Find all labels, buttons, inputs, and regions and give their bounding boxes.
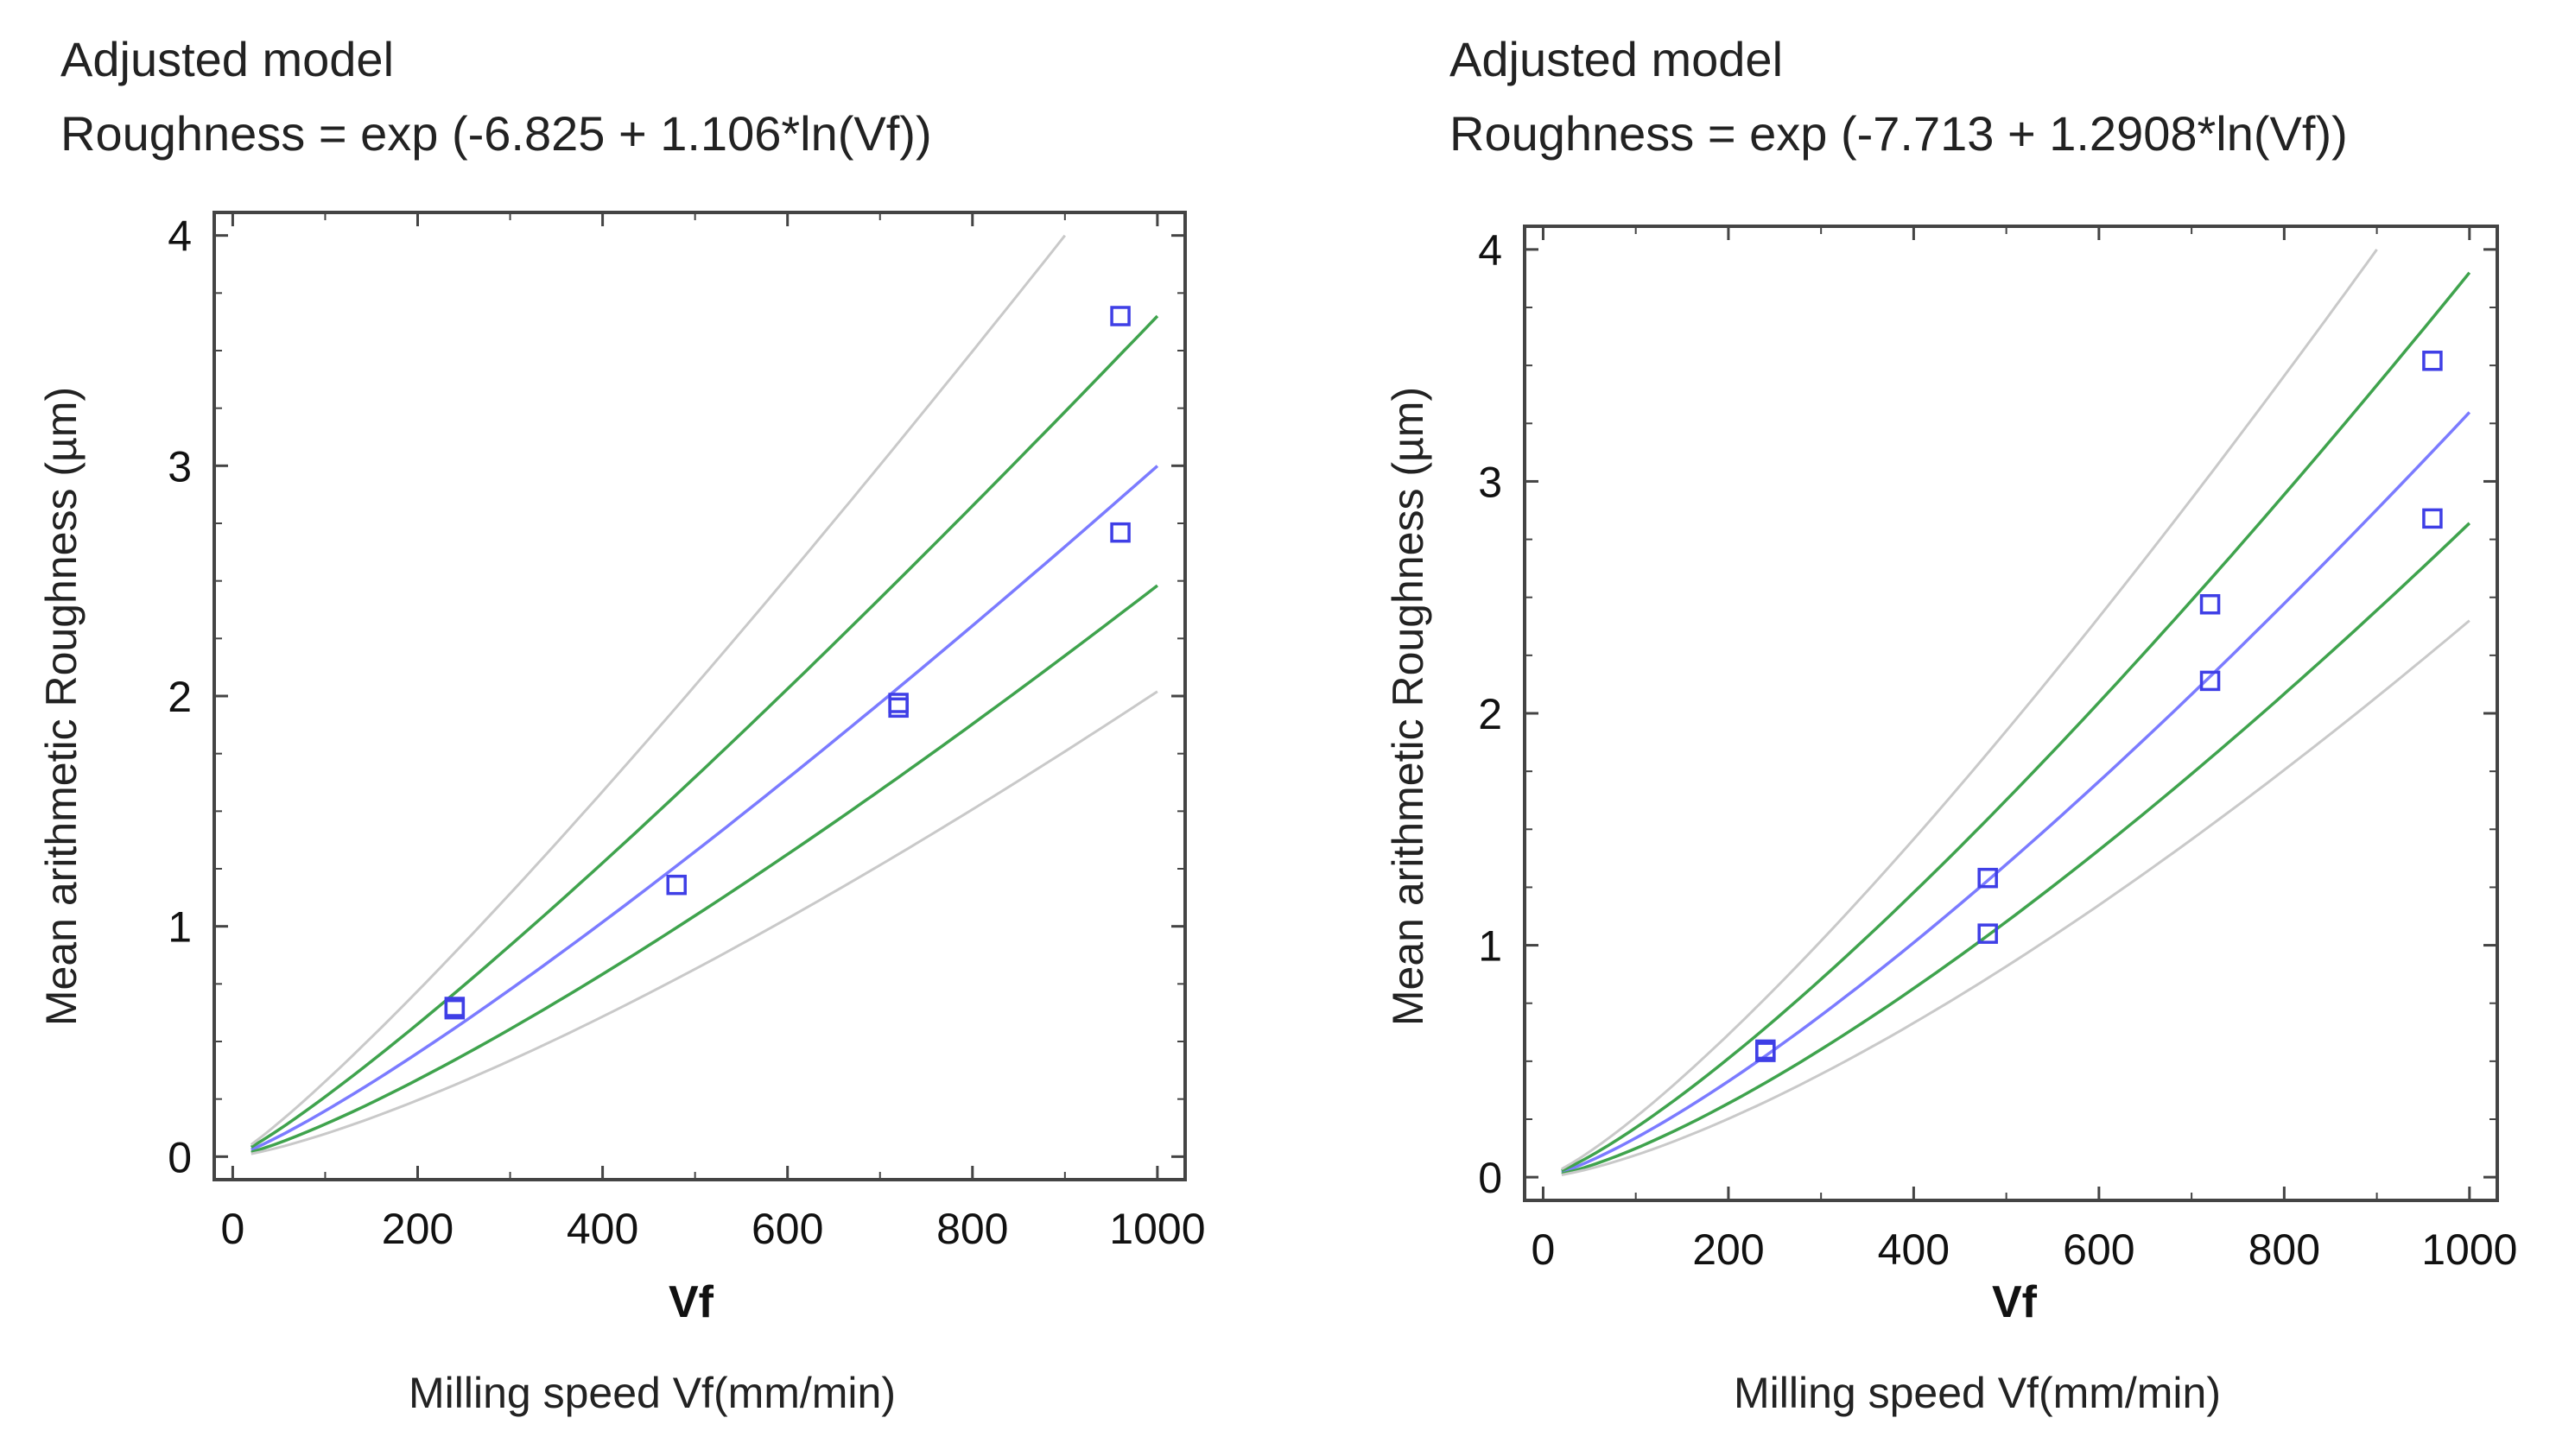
y-tick-label: 4 — [1478, 226, 1502, 275]
prediction-limit-line — [251, 690, 1158, 1155]
data-point — [1110, 306, 1131, 326]
confidence-limit-line — [1561, 271, 2471, 1173]
data-point — [1110, 522, 1131, 543]
chart-plot-left: 0 200 400 600 800 1000 0 1 2 3 4 Vf Milling speed … — [37, 211, 1206, 1417]
y-tick-label: 1 — [168, 903, 192, 952]
x-tick-label: 0 — [1532, 1225, 1556, 1274]
confidence-limit-line — [251, 584, 1158, 1154]
data-point — [888, 693, 909, 713]
plot-frame — [1523, 225, 2499, 1202]
data-point — [888, 697, 909, 719]
fitted-model-line — [1561, 411, 2471, 1174]
x-axis-caption: Milling speed Vf(mm/min) — [1734, 1369, 2221, 1417]
data-point — [2199, 670, 2221, 692]
prediction-limit-line — [1561, 619, 2470, 1176]
data-point — [2422, 351, 2443, 371]
data-point — [444, 998, 466, 1020]
prediction-limit-line — [1561, 249, 2378, 1170]
chart-panel-right: Adjusted model Roughness = exp (-7.713 +… — [1278, 0, 2556, 1456]
prediction-limit-line — [250, 234, 1066, 1146]
data-point — [2422, 508, 2443, 529]
y-tick-label: 3 — [1478, 458, 1502, 506]
x-tick-label: 0 — [221, 1205, 245, 1253]
x-tick-label: 200 — [1692, 1225, 1764, 1274]
x-axis-title: Vf — [669, 1277, 714, 1327]
confidence-limit-line — [250, 314, 1159, 1149]
plot-frame — [212, 211, 1187, 1181]
data-point — [1977, 923, 1998, 944]
x-axis-caption: Milling speed Vf(mm/min) — [409, 1369, 896, 1417]
model-equation: Roughness = exp (-7.713 + 1.2908*ln(Vf)) — [1449, 106, 2348, 161]
y-tick-label: 4 — [168, 212, 192, 261]
y-axis-title: Mean arithmetic Roughness (µm) — [37, 387, 86, 1026]
model-equation: Roughness = exp (-6.825 + 1.106*ln(Vf)) — [60, 106, 932, 161]
x-tick-label: 400 — [567, 1205, 638, 1253]
chart-title: Adjusted model — [60, 32, 395, 86]
y-tick-label: 0 — [1478, 1154, 1502, 1202]
y-tick-label: 3 — [168, 442, 192, 491]
data-point — [1755, 1039, 1776, 1060]
x-tick-label: 200 — [382, 1205, 453, 1253]
x-tick-label: 800 — [2248, 1225, 2320, 1274]
y-axis-title: Mean arithmetic Roughness (µm) — [1384, 387, 1432, 1026]
x-tick-label: 600 — [752, 1205, 823, 1253]
chart-title: Adjusted model — [1449, 32, 1784, 86]
x-tick-label: 800 — [936, 1205, 1008, 1253]
fitted-model-line — [251, 465, 1159, 1151]
confidence-limit-line — [1561, 522, 2471, 1176]
x-tick-label: 1000 — [2421, 1225, 2517, 1274]
y-tick-label: 2 — [168, 673, 192, 721]
x-tick-label: 600 — [2063, 1225, 2134, 1274]
y-tick-label: 0 — [168, 1133, 192, 1181]
x-tick-label: 1000 — [1109, 1205, 1205, 1253]
data-point — [1977, 867, 1998, 889]
y-tick-label: 2 — [1478, 690, 1502, 738]
data-point — [666, 874, 687, 896]
data-point — [2199, 594, 2221, 615]
chart-panel-left: Adjusted model Roughness = exp (-6.825 +… — [37, 32, 1206, 1417]
y-tick-label: 1 — [1478, 922, 1502, 971]
x-tick-label: 400 — [1878, 1225, 1950, 1274]
x-axis-title: Vf — [1992, 1277, 2038, 1327]
chart-plot-right: 0 200 400 600 800 1000 0 1 2 3 4 Vf Milling speed … — [1384, 225, 2517, 1417]
